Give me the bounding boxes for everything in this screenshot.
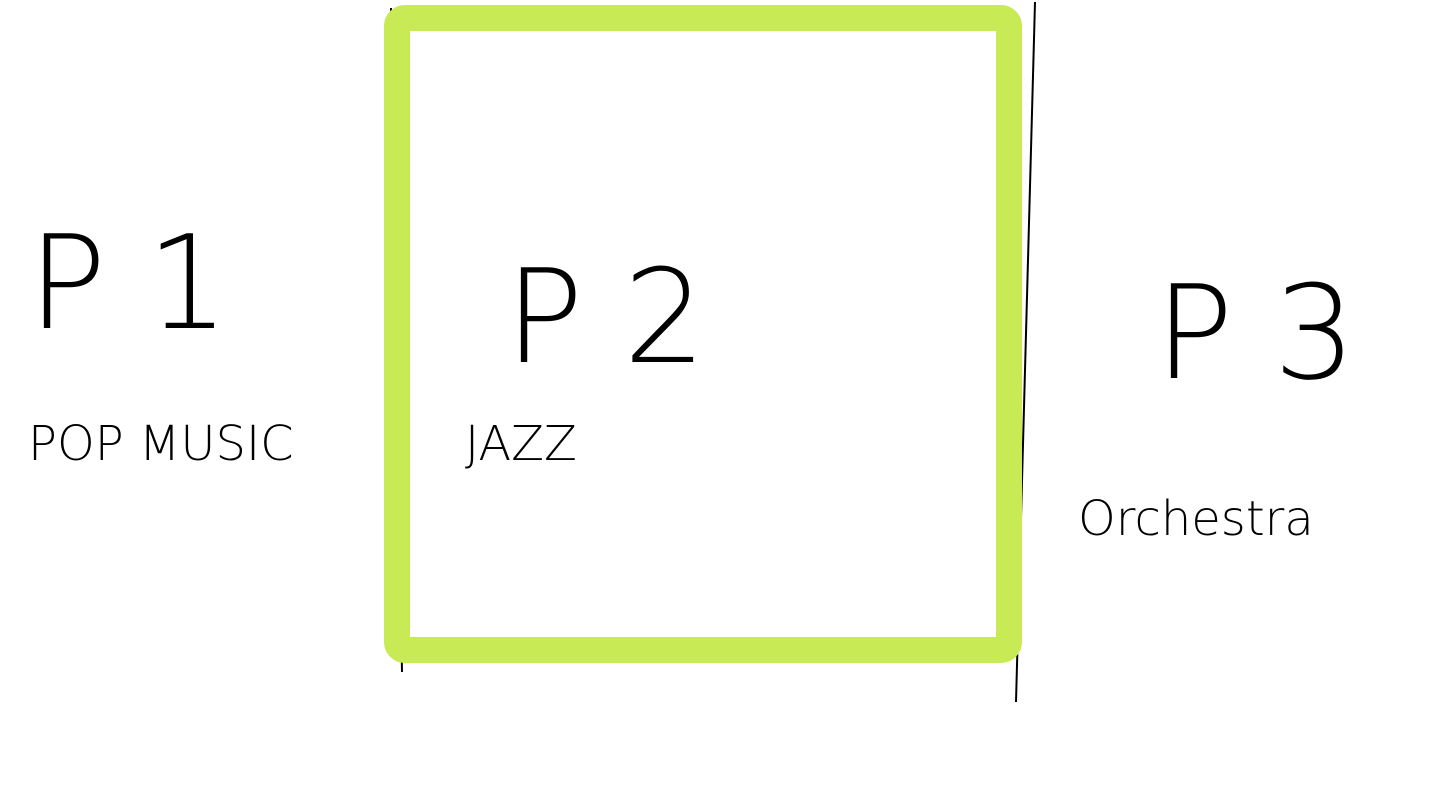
panel-genre: Orchestra	[1078, 491, 1314, 547]
panel[interactable]: P2 JAZZ	[384, 5, 1022, 663]
panel-label: P1	[28, 207, 269, 359]
panel-label: P3	[1155, 257, 1396, 409]
panel[interactable]: P3 Orchestra	[1078, 257, 1396, 547]
panel-row: P1 POP MUSIC P2 JAZZ P3 Orchestra	[28, 5, 1396, 663]
panel-genre: JAZZ	[465, 416, 577, 472]
panel-genre: POP MUSIC	[28, 416, 294, 472]
panel[interactable]: P1 POP MUSIC	[28, 207, 294, 472]
panel-label: P2	[505, 241, 746, 393]
selection-highlight	[384, 5, 1022, 663]
